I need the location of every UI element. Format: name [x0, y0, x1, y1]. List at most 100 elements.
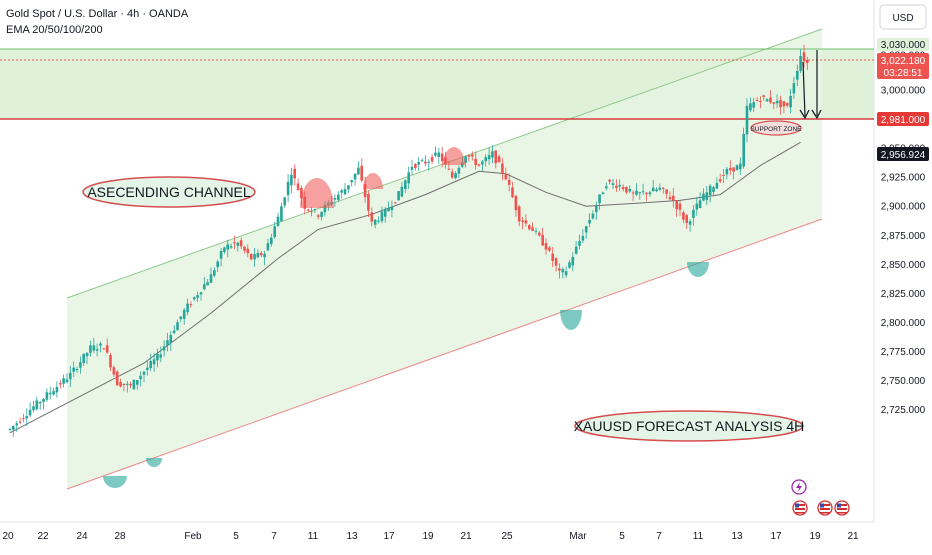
- candle: [85, 352, 89, 365]
- candle: [182, 307, 186, 325]
- x-tick-label: 22: [37, 531, 49, 542]
- candle: [69, 365, 72, 388]
- candle: [286, 174, 290, 203]
- candle: [574, 241, 578, 255]
- candle: [638, 191, 642, 200]
- candle: [501, 158, 504, 181]
- candle: [239, 237, 243, 250]
- candle: [209, 267, 213, 284]
- candle: [219, 247, 223, 267]
- lightning-glyph: [796, 482, 802, 492]
- ascending-channel-fill: [67, 29, 822, 489]
- candle: [186, 298, 189, 316]
- candle: [159, 346, 162, 363]
- candle: [705, 186, 709, 206]
- candle: [487, 147, 491, 166]
- x-tick-label: 19: [809, 531, 821, 542]
- candle: [578, 234, 581, 250]
- currency-button[interactable]: [879, 4, 927, 30]
- y-tick-label: 3,000.000: [881, 86, 926, 97]
- candle: [270, 233, 273, 247]
- support-price-tag: [877, 112, 929, 126]
- candle: [729, 160, 732, 176]
- candle: [112, 365, 116, 377]
- candle: [152, 352, 156, 372]
- candle: [377, 216, 380, 224]
- candle: [387, 201, 390, 212]
- candle: [129, 381, 132, 389]
- candle: [119, 378, 122, 388]
- candle: [333, 194, 337, 207]
- candle: [471, 151, 474, 161]
- ema-layer: [9, 141, 801, 434]
- candle: [715, 177, 719, 189]
- y-tick-label: 2,900.000: [881, 202, 926, 213]
- currency-label: USD: [892, 13, 913, 24]
- candle: [595, 201, 598, 220]
- candle: [383, 206, 387, 223]
- candle: [631, 190, 635, 202]
- us-flag-event-icon[interactable]: [834, 500, 850, 516]
- indicator-legend: EMA 20/50/100/200: [6, 24, 103, 36]
- candle: [548, 246, 551, 253]
- candle: [591, 210, 595, 220]
- candle: [400, 181, 404, 198]
- x-tick-label: Feb: [184, 531, 202, 542]
- candle: [608, 179, 611, 185]
- candle: [109, 352, 112, 372]
- candle: [708, 183, 712, 203]
- candle: [588, 213, 591, 227]
- candle: [52, 387, 55, 396]
- candle: [695, 196, 699, 216]
- candle: [504, 167, 508, 181]
- candle: [611, 178, 615, 189]
- support-zone-label: SUPPORT ZONE: [750, 126, 802, 133]
- candle: [538, 230, 541, 237]
- candle: [306, 208, 310, 213]
- resistance-price-text: 3,030.000: [881, 40, 926, 51]
- candle: [675, 200, 678, 217]
- swing-high-marker: [443, 147, 465, 165]
- candle: [524, 214, 528, 227]
- candle: [424, 155, 427, 167]
- price-scale: [874, 0, 932, 550]
- candle: [293, 164, 296, 186]
- candle: [621, 184, 625, 192]
- candle: [122, 383, 126, 392]
- x-tick-label: 7: [271, 531, 277, 542]
- candle: [440, 146, 444, 168]
- down-arrow-icon: [799, 109, 810, 120]
- candle: [474, 151, 477, 170]
- candle: [172, 325, 176, 335]
- candle: [414, 163, 417, 171]
- candle: [12, 425, 15, 437]
- candle: [712, 186, 715, 197]
- candle: [534, 227, 538, 235]
- down-arrow-icon: [802, 61, 806, 117]
- x-tick-label: 17: [770, 531, 782, 542]
- candle: [42, 398, 45, 410]
- candle: [514, 194, 518, 217]
- candle: [725, 166, 729, 180]
- candle: [561, 267, 565, 279]
- candle: [628, 185, 632, 193]
- candle: [491, 145, 494, 164]
- candle: [259, 250, 263, 258]
- candle: [367, 190, 370, 217]
- candle: [641, 183, 645, 195]
- x-tick-label: 13: [346, 531, 358, 542]
- candle: [92, 338, 96, 353]
- ema-line: [9, 141, 801, 434]
- us-flag-event-icon[interactable]: [817, 500, 833, 516]
- candle: [417, 157, 420, 171]
- candle: [45, 388, 49, 402]
- candle: [15, 421, 18, 432]
- candle: [8, 427, 12, 432]
- countdown-text: 03:28:51: [884, 68, 923, 79]
- candle: [722, 169, 725, 184]
- us-flag-event-icon[interactable]: [792, 500, 808, 516]
- candle: [507, 173, 511, 192]
- forecast-label: XAUUSD FORECAST ANALYSIS 4H: [574, 418, 805, 434]
